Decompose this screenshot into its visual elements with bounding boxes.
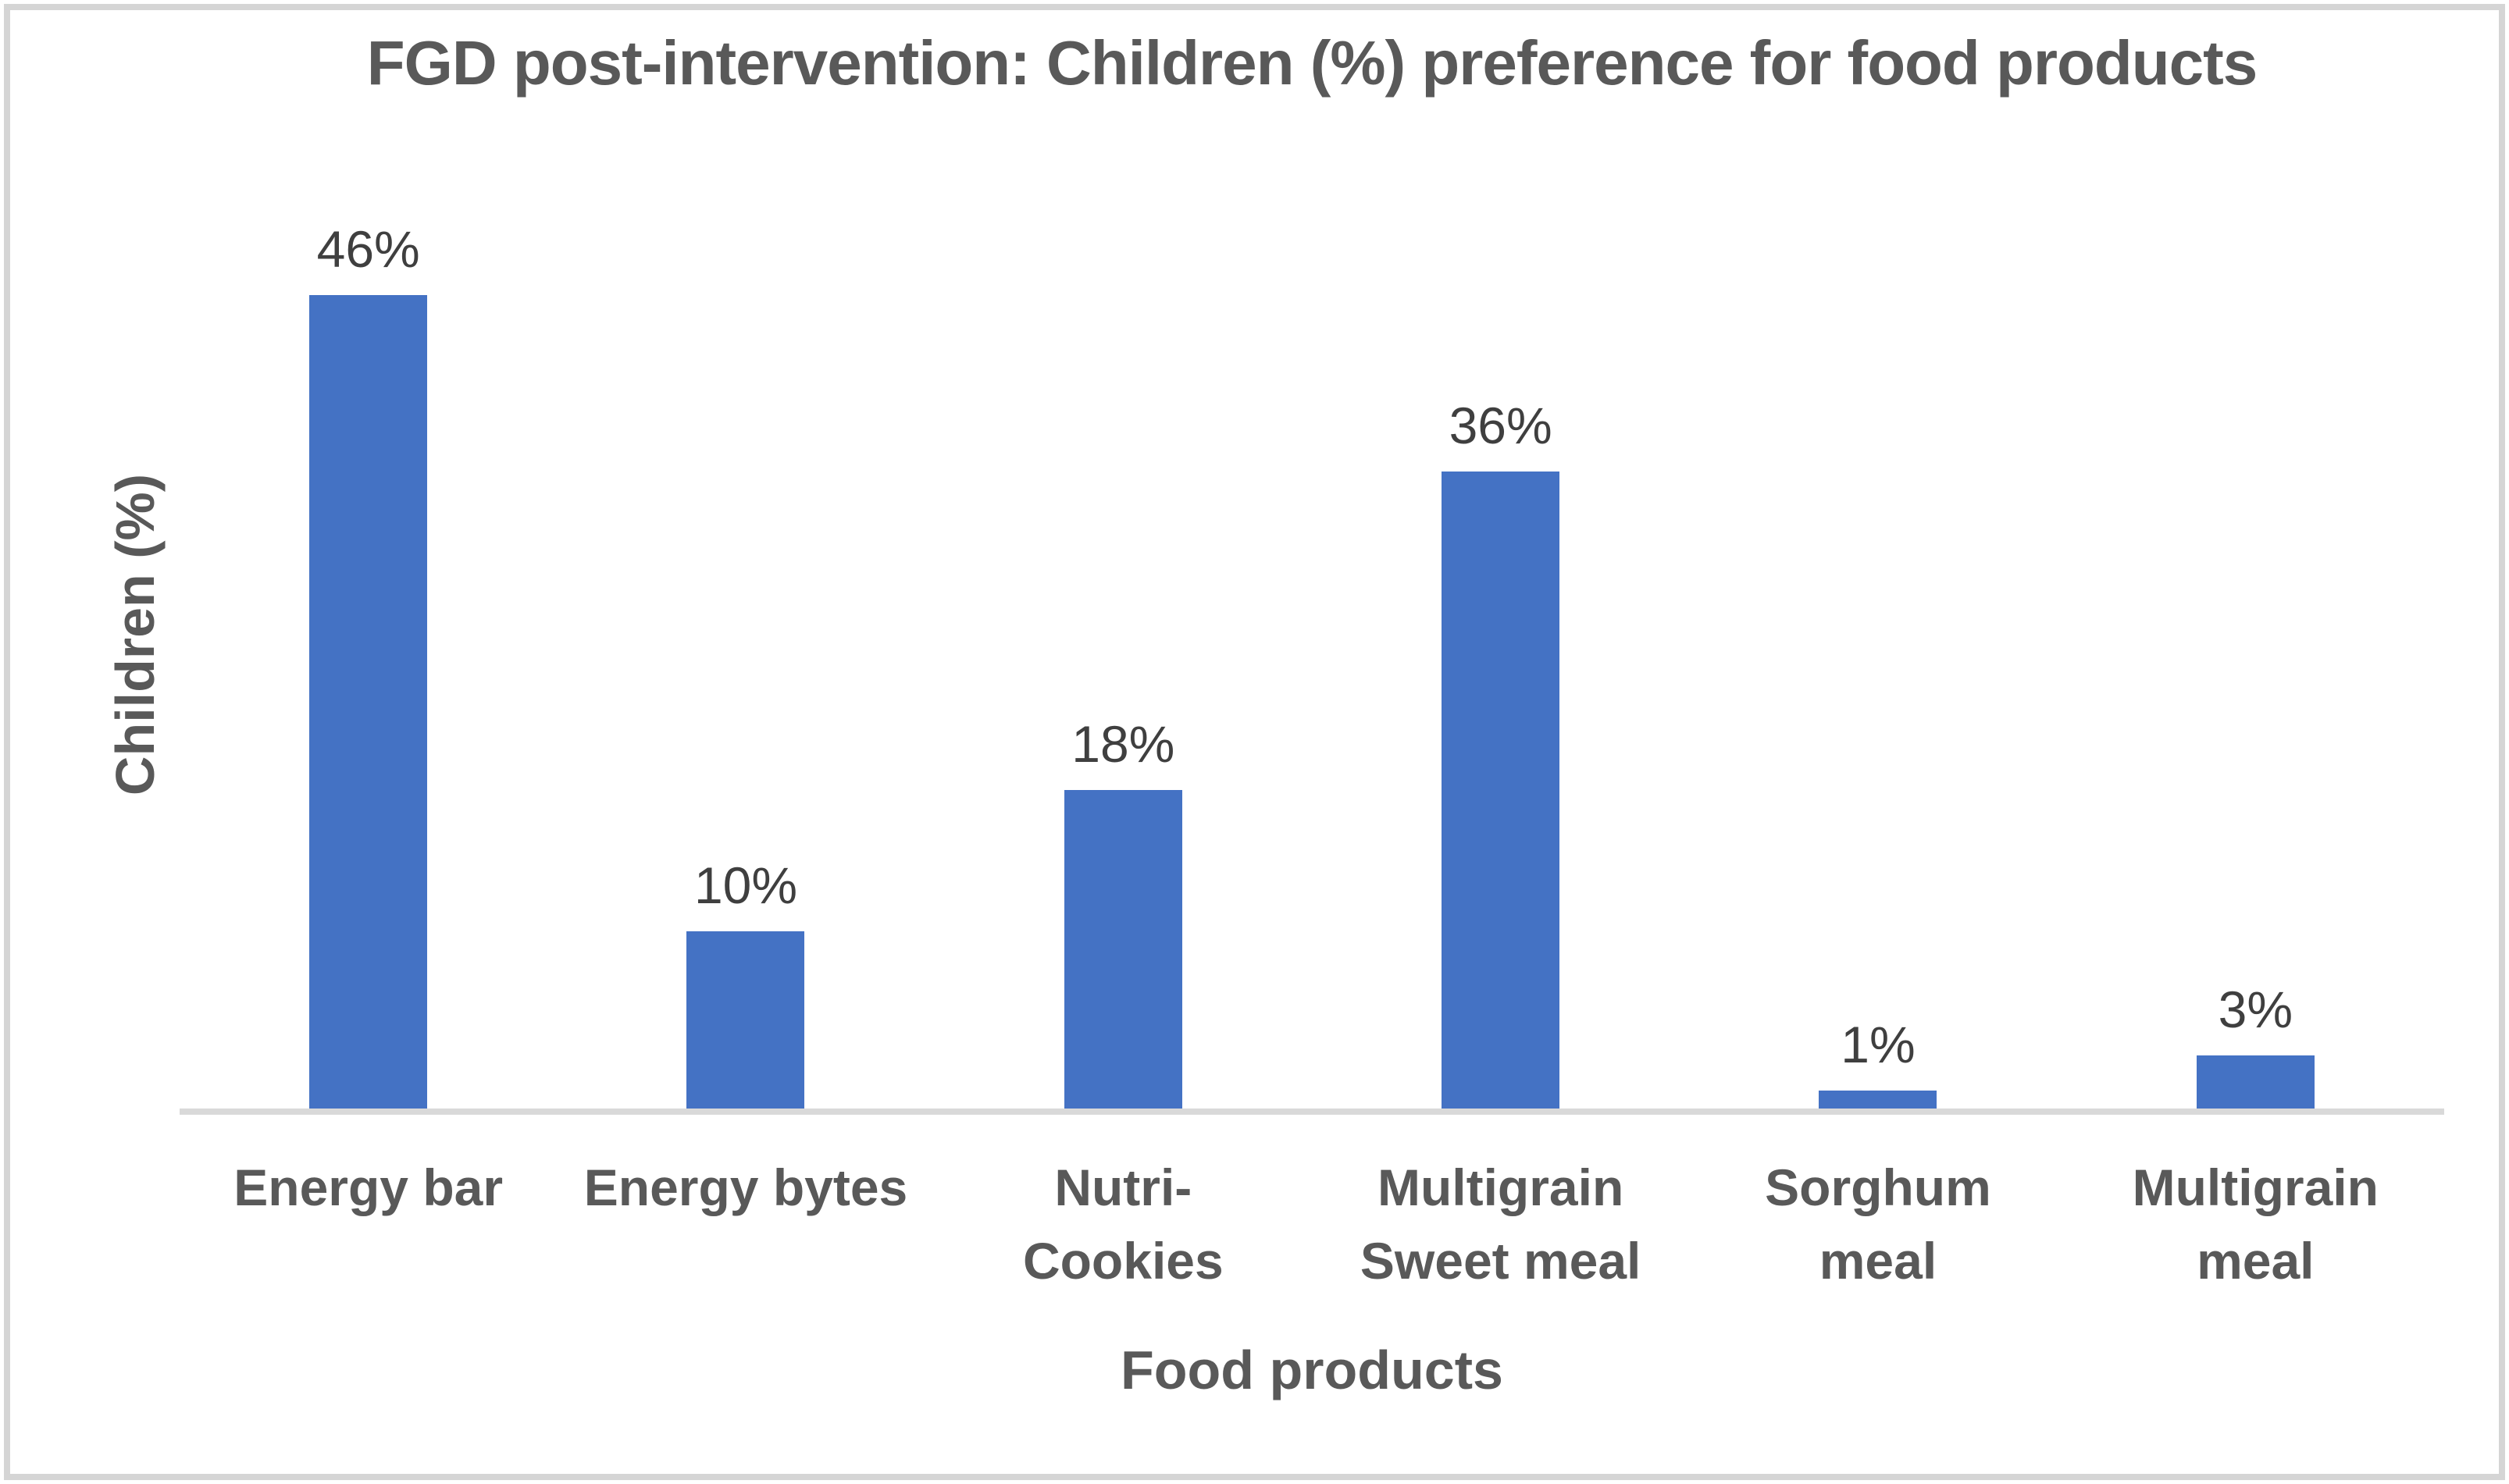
category-label: Nutri-Cookies [1022,1158,1224,1290]
data-label: 36% [1449,397,1552,454]
category-label: Multigrain meal [2132,1158,2379,1290]
bar-slot: 3% [2067,223,2444,1109]
x-axis-title: Food products [1121,1340,1503,1400]
data-label: 3% [2218,980,2293,1038]
data-label: 18% [1071,715,1175,773]
category-label: Energy bar [233,1158,504,1216]
chart-frame: FGD post-intervention: Children (%) pref… [4,4,2505,1480]
bar-slot: 18% [935,223,1312,1109]
category-axis: Energy bar Energy bytes Nutri-Cookies Multi… [180,1151,2444,1297]
bar [1442,472,1560,1109]
plot-area: 46% 10% 18% 36% 1% 3% [180,223,2444,1115]
bar [1064,790,1182,1109]
data-label: 1% [1841,1016,1916,1073]
bar-slot: 10% [557,223,934,1109]
bar [2196,1055,2315,1109]
bar-slot: 46% [180,223,557,1109]
bar-slot: 1% [1689,223,2066,1109]
bar-slot: 36% [1312,223,1689,1109]
bar [1819,1091,1937,1109]
category-label: Energy bytes [583,1158,908,1216]
bar [309,295,428,1109]
data-label: 46% [316,220,420,278]
chart-title: FGD post-intervention: Children (%) pref… [366,28,2258,98]
category-label: Sorghum meal [1765,1158,1991,1290]
data-label: 10% [693,856,798,914]
y-axis-title: Children (%) [105,473,166,796]
category-label: Multigrain Sweet meal [1360,1158,1641,1290]
bar [686,931,805,1109]
